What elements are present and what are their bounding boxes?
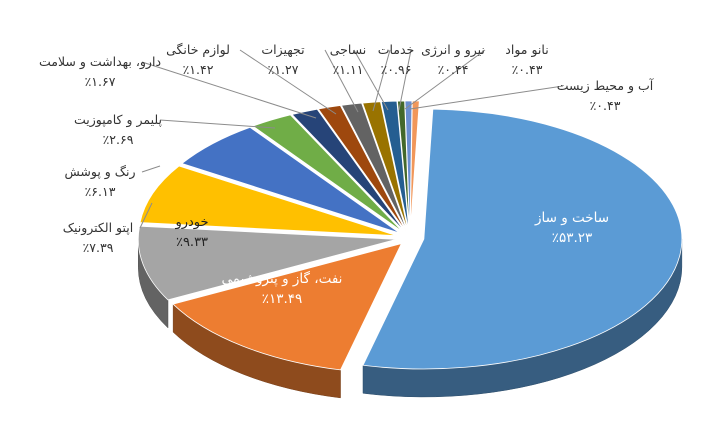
slice-label-4: رنگ و پوشش [64, 164, 135, 180]
slice-value-8: ٪۱.۲۷ [268, 62, 299, 77]
slice-label-13: آب و محیط زیست [557, 78, 654, 94]
pie-slice-1 [172, 242, 403, 371]
leader-line-3 [139, 202, 153, 229]
pie-slice-9 [362, 101, 409, 232]
pie-tops [137, 100, 683, 371]
pie-slice-6 [291, 108, 405, 232]
slice-value-6: ٪۱.۶۷ [85, 74, 116, 89]
slice-value-0: ٪۵۳.۲۳ [552, 230, 593, 246]
slice-value-11: ٪۰.۴۴ [438, 62, 469, 77]
pie-slice-0 [362, 108, 683, 370]
pie-slice-4 [181, 126, 401, 234]
slice-label-3: اپتو الکترونیک [63, 220, 133, 236]
slice-label-10: خدمات [378, 42, 415, 57]
slice-value-7: ٪۱.۴۲ [183, 62, 214, 77]
label-leaders [139, 49, 564, 229]
slice-value-5: ٪۲.۶۹ [103, 132, 134, 147]
leader-line-10 [353, 49, 389, 111]
leader-line-4 [141, 165, 161, 173]
slice-label-9: نساجی [330, 42, 367, 57]
slice-value-9: ٪۱.۱۱ [333, 62, 364, 77]
slice-label-0: ساخت و ساز [534, 210, 609, 226]
leader-line-11 [398, 49, 412, 111]
slice-label-2: خودرو [174, 215, 208, 230]
slice-label-8: تجهیزات [261, 42, 305, 58]
slice-label-12: نانو مواد [505, 42, 548, 58]
leader-line-12 [404, 49, 486, 110]
slice-label-5: پلیمر و کامپوزیت [74, 112, 162, 128]
slice-value-3: ٪۷.۳۹ [83, 240, 114, 255]
slice-label-7: لوازم خانگی [166, 42, 230, 58]
slice-value-4: ٪۶.۱۳ [85, 184, 116, 199]
leader-line-9 [372, 49, 391, 112]
pie-slice-8 [340, 102, 408, 232]
slice-value-12: ٪۰.۴۳ [512, 62, 543, 77]
slice-value-2: ٪۹.۳۳ [176, 235, 208, 250]
slice-label-1: نفت، گاز و پتروشیمی [222, 270, 343, 287]
slice-labels: ساخت و ساز ٪۵۳.۲۳ نفت، گاز و پتروشیمی ٪۱۳.۴… [39, 42, 654, 307]
pie-slice-13 [409, 100, 420, 231]
slice-value-1: ٪۱۳.۴۹ [262, 291, 303, 307]
leader-line-6 [141, 61, 317, 119]
leader-line-5 [159, 119, 276, 129]
slice-label-6: دارو، بهداشت و سلامت [39, 54, 161, 70]
slice-value-13: ٪۰.۴۳ [590, 98, 621, 113]
leader-line-13 [409, 85, 564, 110]
slice-label-11: نیرو و انرژی [421, 42, 485, 58]
pie-slice-3 [139, 165, 397, 237]
pie-slice-2 [137, 225, 397, 301]
slice-value-10: ٪۰.۹۶ [381, 62, 412, 77]
leader-line-7 [239, 49, 337, 115]
pie-slice-7 [317, 105, 407, 232]
pie-slice-10 [380, 100, 410, 232]
leader-line-8 [324, 49, 359, 113]
